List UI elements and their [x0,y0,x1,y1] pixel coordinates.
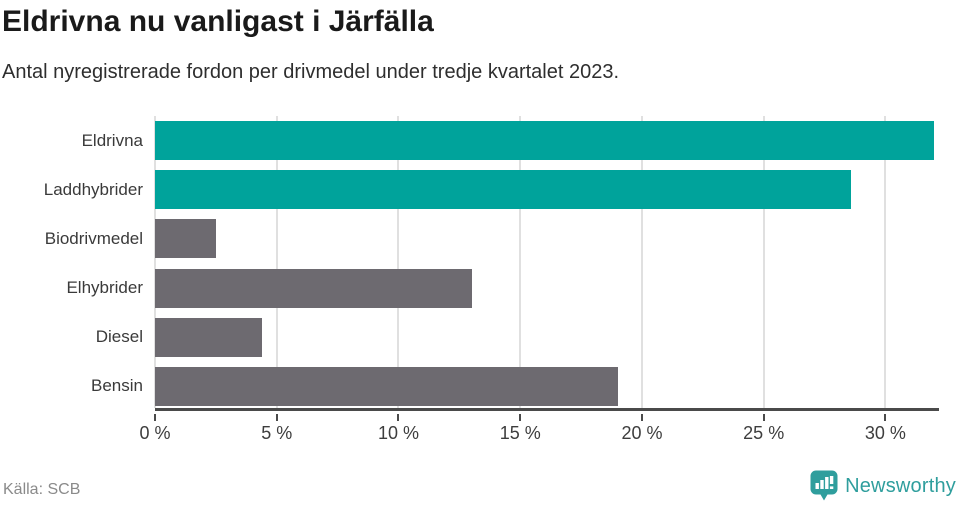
bar-laddhybrider [155,170,852,210]
category-label: Elhybrider [66,278,143,298]
axis-tick-mark [884,414,887,421]
gridline [154,116,156,408]
gridline [762,116,765,408]
bar-eldrivna [155,121,935,161]
brand-name: Newsworthy [845,474,956,497]
axis-tick-mark [397,414,400,421]
gridline [519,116,522,408]
gridline [640,116,643,408]
axis-tick-label: 30 % [864,423,906,443]
bar-elhybrider [155,268,472,308]
axis-tick-mark [762,414,765,421]
bar-bensin [155,366,618,406]
category-label: Bensin [91,376,143,396]
category-label: Diesel [95,327,143,347]
gridline [275,116,278,408]
axis-tick-mark [275,414,278,421]
axis-tick-mark [640,414,643,421]
chart-subtitle: Antal nyregistrerade fordon per drivmede… [2,61,620,83]
brand-logo: Newsworthy [810,470,956,502]
axis-tick-label: 0 % [139,423,171,443]
source-note: Källa: SCB [3,481,81,498]
gridline [397,116,400,408]
axis-tick-label: 15 % [499,423,541,443]
category-labels: Eldrivna Laddhybrider Biodrivmedel Elhybrid… [0,116,143,411]
axis-tick-label: 20 % [621,423,663,443]
bar-chart-speech-bubble-icon [810,470,838,501]
axis-tick-label: 10 % [377,423,419,443]
bar-diesel [155,317,263,357]
plot-area [154,116,939,411]
category-label: Eldrivna [81,130,143,150]
axis-tick-label: 5 % [261,423,293,443]
gridline [884,116,887,408]
bar-biodrivmedel [155,219,216,259]
category-label: Laddhybrider [43,179,143,199]
chart-title: Eldrivna nu vanligast i Järfälla [2,5,434,38]
category-label: Biodrivmedel [44,228,143,248]
x-axis: 0 % 5 % 10 % 15 % 20 % 25 % 30 % [139,414,939,454]
axis-tick-mark [154,414,156,421]
axis-tick-label: 25 % [743,423,785,443]
axis-tick-mark [519,414,522,421]
